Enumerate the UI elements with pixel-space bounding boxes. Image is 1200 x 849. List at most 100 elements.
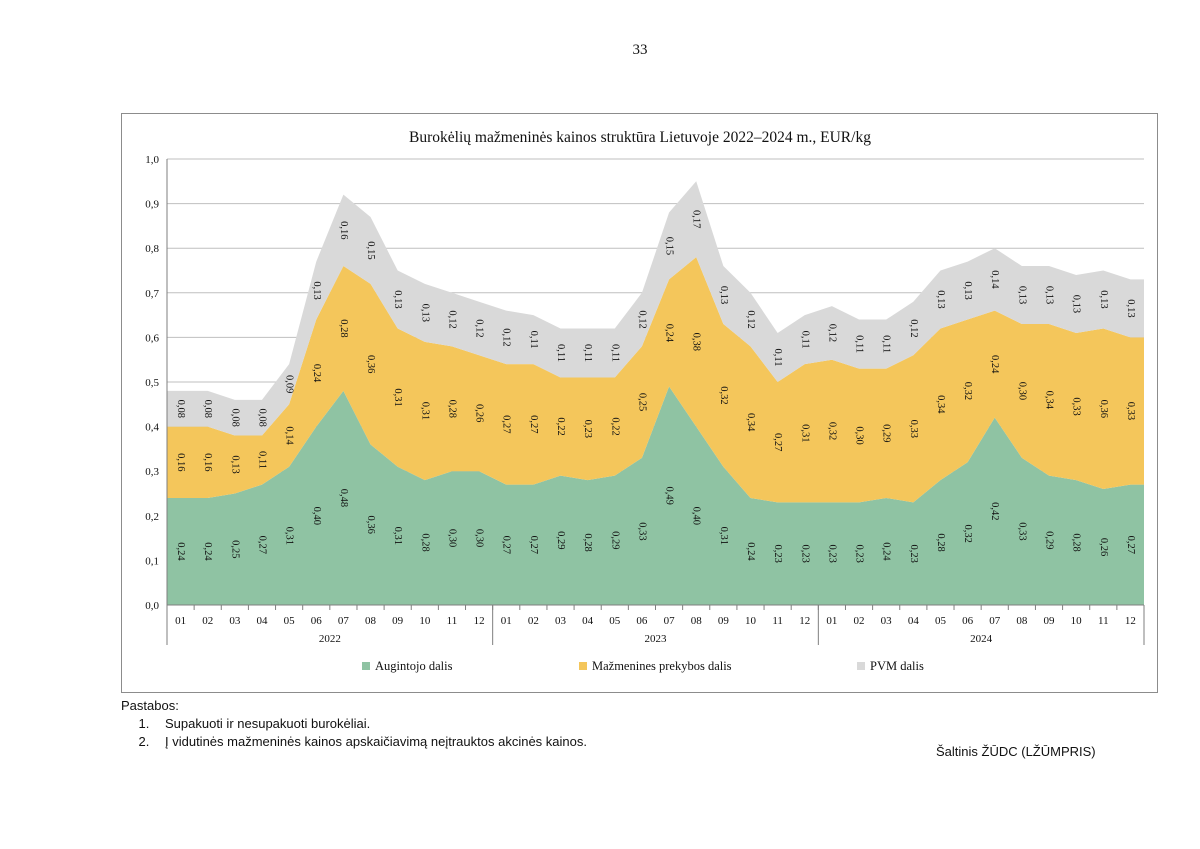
- data-label: 0,40: [311, 507, 322, 525]
- data-label: 0,30: [446, 529, 457, 547]
- data-label: 0,12: [474, 319, 485, 337]
- data-label: 0,27: [772, 433, 783, 451]
- data-label: 0,08: [256, 408, 267, 426]
- area-retail: [167, 257, 1144, 503]
- data-label: 0,29: [881, 424, 892, 442]
- x-tick-label: 05: [284, 615, 296, 627]
- data-label: 0,33: [1125, 402, 1136, 420]
- data-label: 0,29: [1044, 531, 1055, 549]
- data-label: 0,29: [555, 531, 566, 549]
- notes-list: Supakuoti ir nesupakuoti burokėliai. Į v…: [121, 715, 587, 751]
- data-label: 0,26: [474, 404, 485, 422]
- data-label: 0,27: [501, 415, 512, 433]
- data-label: 0,13: [935, 290, 946, 308]
- x-tick-label: 09: [718, 615, 730, 627]
- data-label: 0,31: [284, 527, 295, 545]
- data-label: 0,09: [284, 375, 295, 393]
- x-tick-label: 11: [772, 615, 783, 627]
- legend: Augintojo dalis Mažmenines prekybos dalis…: [362, 659, 924, 673]
- data-label: 0,27: [256, 536, 267, 554]
- y-tick-label: 0,9: [145, 199, 159, 211]
- data-label: 0,12: [745, 310, 756, 328]
- data-label: 0,34: [935, 395, 946, 414]
- data-label: 0,23: [854, 545, 865, 563]
- data-label: 0,13: [718, 286, 729, 304]
- x-tick-label: 05: [935, 615, 947, 627]
- x-tick-label: 12: [474, 615, 485, 627]
- data-label: 0,11: [528, 331, 539, 349]
- x-tick-label: 03: [555, 615, 567, 627]
- areas: [167, 181, 1144, 605]
- data-label: 0,12: [826, 324, 837, 342]
- x-tick-label: 11: [447, 615, 458, 627]
- data-label: 0,13: [419, 304, 430, 322]
- x-tick-label: 06: [636, 615, 648, 627]
- data-label: 0,24: [745, 542, 756, 561]
- data-label: 0,16: [338, 221, 349, 239]
- data-label: 0,13: [311, 281, 322, 299]
- data-label: 0,12: [908, 319, 919, 337]
- data-label: 0,33: [1016, 522, 1027, 540]
- legend-swatch-vat: [857, 662, 865, 670]
- data-label: 0,38: [691, 333, 702, 351]
- data-label: 0,14: [284, 426, 295, 445]
- data-label: 0,24: [881, 542, 892, 561]
- data-label: 0,13: [1098, 290, 1109, 308]
- legend-swatch-retail: [579, 662, 587, 670]
- legend-label: PVM dalis: [870, 659, 924, 673]
- data-label: 0,11: [609, 344, 620, 362]
- x-tick-label: 06: [311, 615, 323, 627]
- data-label: 0,31: [799, 424, 810, 442]
- data-label: 0,12: [501, 328, 512, 346]
- data-label: 0,36: [365, 516, 376, 534]
- notes-heading: Pastabos:: [121, 698, 179, 713]
- data-label: 0,25: [229, 540, 240, 558]
- x-tick-label: 01: [501, 615, 512, 627]
- data-label: 0,48: [338, 489, 349, 507]
- x-tick-label: 05: [609, 615, 621, 627]
- x-tick-label: 08: [1016, 615, 1028, 627]
- x-tick-label: 06: [962, 615, 974, 627]
- y-tick-label: 1,0: [145, 154, 159, 166]
- x-tick-label: 04: [256, 615, 268, 627]
- data-label: 0,14: [989, 270, 1000, 289]
- data-label: 0,28: [935, 533, 946, 551]
- data-label: 0,36: [1098, 400, 1109, 418]
- data-label: 0,26: [1098, 538, 1109, 556]
- data-label: 0,13: [1044, 286, 1055, 304]
- x-tick-label: 02: [528, 615, 539, 627]
- y-tick-label: 0,1: [145, 555, 159, 567]
- data-label: 0,22: [555, 417, 566, 435]
- data-label: 0,27: [528, 536, 539, 554]
- data-label: 0,13: [1016, 286, 1027, 304]
- data-label: 0,29: [609, 531, 620, 549]
- data-label: 0,33: [636, 522, 647, 540]
- data-label: 0,13: [1125, 299, 1136, 317]
- y-tick-label: 0,4: [145, 422, 159, 434]
- data-label: 0,16: [175, 453, 186, 471]
- note-item: Supakuoti ir nesupakuoti burokėliai.: [153, 715, 587, 733]
- x-tick-label: 01: [826, 615, 837, 627]
- data-label: 0,27: [528, 415, 539, 433]
- data-label: 0,30: [854, 426, 865, 444]
- x-tick-label: 04: [908, 615, 920, 627]
- data-label: 0,31: [718, 527, 729, 545]
- year-label: 2022: [319, 633, 341, 645]
- data-label: 0,11: [582, 344, 593, 362]
- data-label: 0,11: [555, 344, 566, 362]
- y-tick-label: 0,7: [145, 288, 159, 300]
- data-label: 0,31: [419, 402, 430, 420]
- data-label: 0,24: [175, 542, 186, 561]
- data-label: 0,13: [1071, 295, 1082, 313]
- axes: 0,0 0,1 0,2 0,3 0,4 0,5 0,6 0,7 0,8 0,9 1,0 01 02 03 0…: [145, 154, 1145, 645]
- data-label: 0,17: [691, 210, 702, 228]
- data-label: 0,13: [229, 455, 240, 473]
- x-tick-label: 10: [419, 615, 431, 627]
- data-label: 0,32: [962, 382, 973, 400]
- area-vat: [167, 181, 1144, 436]
- data-labels: 0,24 0,24 0,25 0,27 0,31 0,40 0,48 0,36 0,31 0,28…: [175, 210, 1136, 563]
- data-label: 0,13: [962, 281, 973, 299]
- data-label: 0,28: [446, 400, 457, 418]
- data-label: 0,11: [772, 348, 783, 366]
- data-label: 0,22: [609, 417, 620, 435]
